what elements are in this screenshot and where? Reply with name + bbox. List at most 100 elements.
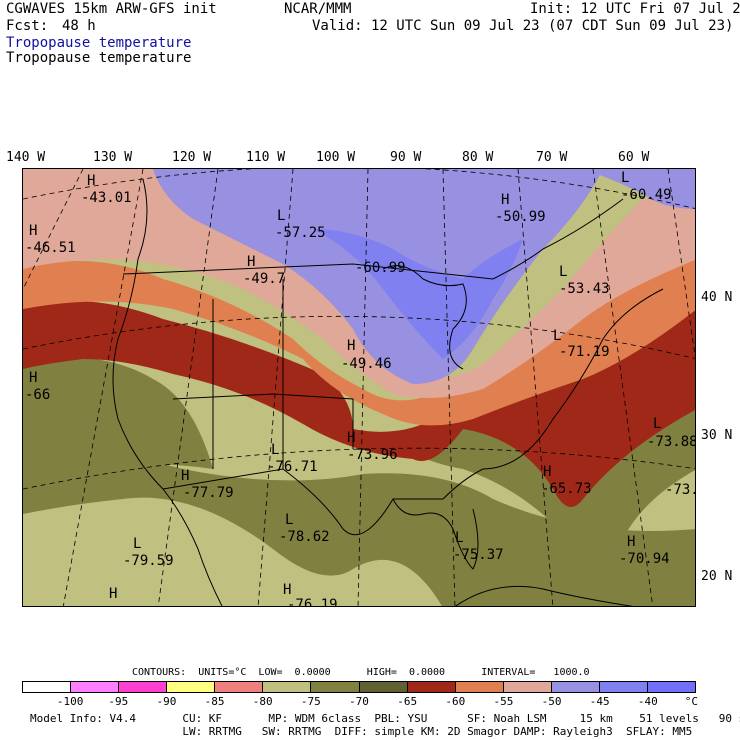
map-annotation-value: -73.96 (347, 447, 398, 463)
graticule (23, 169, 695, 606)
colorbar-swatch (407, 682, 456, 692)
colorbar-tick-label: -55 (493, 695, 514, 708)
map-annotation-mark: H (347, 430, 356, 446)
map-annotation-value: -46.51 (25, 240, 76, 256)
map-annotation-mark: L (553, 328, 562, 344)
map-annotation-mark: H (347, 338, 356, 354)
colorbar-swatch (119, 682, 168, 692)
colorbar-swatch (71, 682, 120, 692)
field-title-secondary: Tropopause temperature (6, 50, 192, 66)
field-title-primary: Tropopause temperature (6, 35, 192, 51)
map-annotation-value: -66 (25, 387, 51, 403)
colorbar-swatch (648, 682, 696, 692)
colorbar-swatch (311, 682, 360, 692)
map-annotation-value: -65.73 (541, 481, 592, 497)
colorbar-tick-label: -65 (397, 695, 418, 708)
lon-label-140w: 140 W (6, 150, 46, 165)
map-annotation-mark: H (501, 192, 510, 208)
band-minus70-to-75 (23, 459, 695, 606)
colorbar (22, 681, 696, 693)
map-annotation-value: -50.99 (495, 209, 546, 225)
map-annotation-value: -60.49 (621, 187, 672, 203)
map-annotation-value: -70.94 (619, 551, 670, 567)
map-annotation-mark: H (247, 254, 256, 270)
map-annotation-mark: L (559, 264, 568, 280)
lat-label-30n: 30 N (701, 428, 733, 443)
colorbar-tick-label: -70 (349, 695, 369, 708)
lat-label-40n: 40 N (701, 290, 733, 305)
colorbar-swatch (215, 682, 264, 692)
map-annotation-mark: H (87, 173, 96, 189)
map-annotation-value: -71.19 (559, 344, 610, 360)
lon-label-70w: 70 W (536, 150, 568, 165)
map-annotation-value: -79.59 (123, 553, 174, 569)
map-annotation-mark: H (627, 534, 636, 550)
map-canvas (23, 169, 695, 606)
lon-label-80w: 80 W (462, 150, 494, 165)
map-annotation-value: -78.62 (279, 529, 330, 545)
boundaries (112, 178, 664, 606)
colorbar-tick-label: -75 (300, 695, 321, 708)
map-annotation-value: -53.43 (559, 281, 610, 297)
init-time: Init: 12 UTC Fri 07 Jul 23 (530, 1, 740, 17)
colorbar-tick-label: -40 (637, 695, 658, 708)
map-annotation-value: -76.19 (287, 597, 338, 607)
colorbar-tick-label: -60 (445, 695, 466, 708)
map-annotation-value: -77.79 (183, 485, 234, 501)
map-annotation-mark: L (271, 442, 280, 458)
map-annotation-mark: L (621, 170, 630, 186)
colorbar-tick-label: -50 (541, 695, 562, 708)
map-annotation-value: -76.71 (267, 459, 318, 475)
forecast-hour: 48 h (62, 18, 96, 34)
colorbar-tick-label: -45 (589, 695, 610, 708)
map-annotation-mark: L (653, 416, 662, 432)
lon-label-110w: 110 W (246, 150, 286, 165)
colorbar-tick-label: -100 (56, 695, 84, 708)
band-minus60-to-65 (23, 249, 695, 426)
map-annotation-mark: H (181, 468, 190, 484)
lat-label-20n: 20 N (701, 569, 733, 584)
colorbar-swatch (263, 682, 312, 692)
colorbar-swatch (551, 682, 600, 692)
lon-label-60w: 60 W (618, 150, 650, 165)
colorbar-swatch (23, 682, 72, 692)
map-annotation-mark: L (455, 530, 464, 546)
lon-label-130w: 130 W (93, 150, 133, 165)
colorbar-tick-label: -95 (108, 695, 129, 708)
lon-label-120w: 120 W (172, 150, 212, 165)
lon-label-100w: 100 W (316, 150, 356, 165)
band-minus55-to-60 (23, 169, 695, 398)
colorbar-tick-label: -85 (204, 695, 225, 708)
colorbar-swatch (455, 682, 504, 692)
colorbar-swatch (167, 682, 216, 692)
map-annotation-value: -57.25 (275, 225, 326, 241)
map-annotation-value: -73.88 (647, 434, 696, 450)
colorbar-swatch (503, 682, 552, 692)
map-annotation-mark: L (133, 536, 142, 552)
model-title: CGWAVES 15km ARW-GFS init (6, 1, 217, 17)
band-minus70-to-75-west (23, 356, 213, 474)
contours-info: CONTOURS: UNITS=°C LOW= 0.0000 HIGH= 0.0… (132, 667, 590, 678)
tropopause-temperature-map: H -43.01 H -46.51 L -57.25 H -49.7 H -50… (22, 168, 696, 607)
map-annotation-mark: H (543, 464, 552, 480)
map-annotation-mark: H (109, 586, 118, 602)
forecast-label: Fcst: (6, 18, 49, 34)
band-minus65-to-70 (23, 300, 695, 507)
colorbar-swatch (599, 682, 649, 692)
map-annotation-mark: H (283, 582, 292, 598)
map-annotation-mark: H (29, 223, 38, 239)
band-minus50-to-55-east (583, 169, 695, 209)
valid-time: Valid: 12 UTC Sun 09 Jul 23 (07 CDT Sun … (312, 18, 734, 34)
colorbar-tick-label: -80 (252, 695, 273, 708)
model-info-line: Model Info: V4.4 CU: KF MP: WDM 6class P… (30, 712, 740, 725)
center-name: NCAR/MMM (284, 1, 352, 17)
colorbar-tick-label: -90 (156, 695, 177, 708)
map-annotation-value: -49.7 (243, 271, 286, 287)
map-annotation-value: -73. (665, 482, 696, 498)
map-annotation-value: -60.99 (355, 260, 406, 276)
colorbar-tick-label: °C (684, 695, 698, 708)
map-annotation-value: -49.46 (341, 356, 392, 372)
map-annotation-value: -43.01 (81, 190, 132, 206)
map-annotation-mark: H (29, 370, 38, 386)
colorbar-swatch (359, 682, 408, 692)
